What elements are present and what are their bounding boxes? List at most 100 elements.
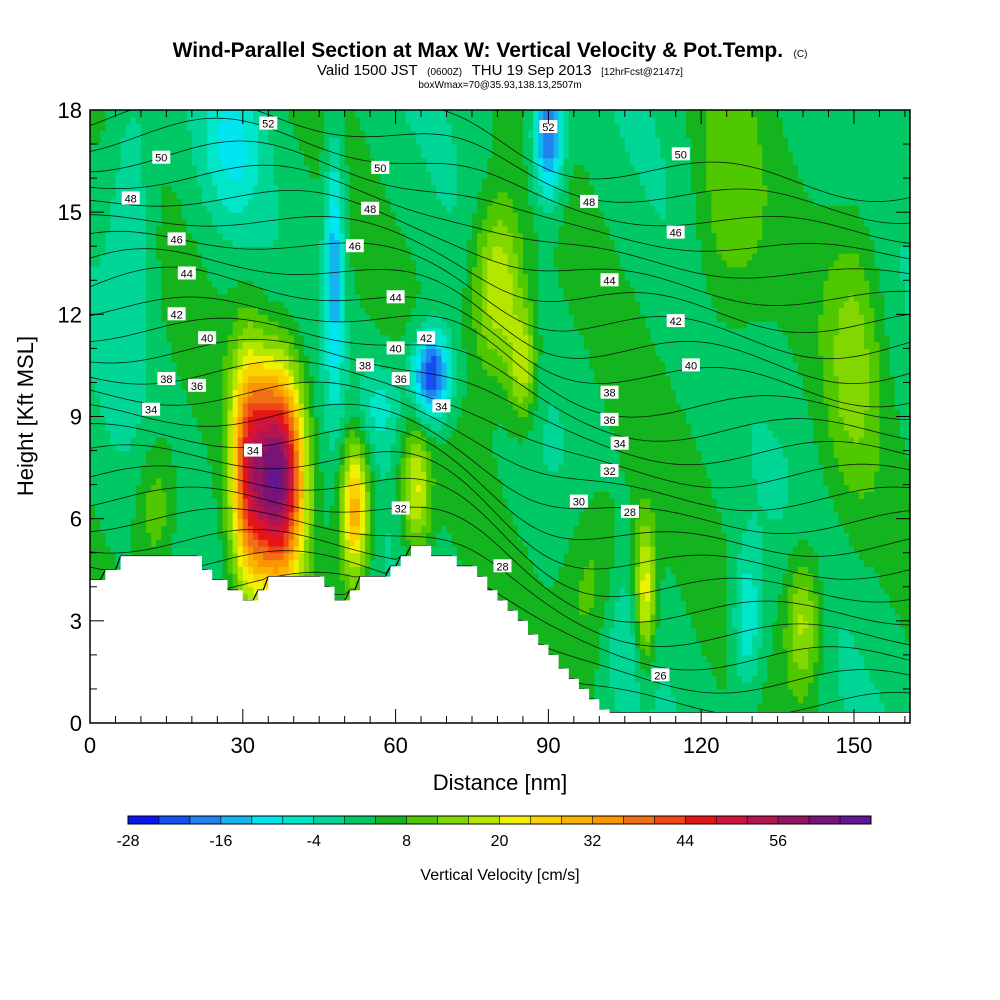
w-cell bbox=[660, 702, 667, 710]
w-cell bbox=[747, 641, 753, 649]
w-cell bbox=[95, 539, 101, 547]
w-cell bbox=[619, 675, 626, 683]
w-cell bbox=[828, 641, 835, 649]
w-cell bbox=[741, 573, 748, 581]
w-cell bbox=[533, 607, 539, 615]
w-cell bbox=[548, 573, 555, 581]
w-cell bbox=[589, 648, 595, 656]
w-cell bbox=[869, 627, 875, 636]
w-cell bbox=[349, 532, 356, 540]
w-cell bbox=[594, 648, 600, 656]
w-cell bbox=[497, 586, 504, 595]
w-cell bbox=[614, 702, 621, 710]
w-cell bbox=[757, 661, 763, 670]
w-cell bbox=[869, 607, 875, 615]
w-cell bbox=[853, 593, 860, 601]
w-cell bbox=[792, 648, 799, 656]
w-cell bbox=[747, 579, 753, 588]
w-cell bbox=[685, 539, 692, 547]
w-cell bbox=[548, 620, 555, 629]
w-cell bbox=[650, 627, 656, 636]
w-cell bbox=[736, 579, 743, 588]
w-cell bbox=[843, 586, 850, 595]
w-cell bbox=[741, 511, 748, 520]
w-cell bbox=[528, 566, 534, 574]
w-cell bbox=[731, 579, 738, 588]
w-cell bbox=[736, 525, 743, 533]
w-cell bbox=[848, 525, 855, 533]
w-cell bbox=[874, 614, 881, 622]
w-cell bbox=[767, 566, 774, 574]
w-cell bbox=[390, 539, 397, 547]
w-cell bbox=[747, 614, 753, 622]
w-cell bbox=[288, 511, 295, 520]
w-cell bbox=[349, 511, 356, 520]
w-cell bbox=[90, 539, 96, 547]
w-cell bbox=[767, 654, 774, 663]
w-cell bbox=[303, 518, 310, 527]
w-cell bbox=[838, 545, 845, 554]
w-cell bbox=[853, 682, 860, 690]
w-cell bbox=[599, 675, 606, 683]
w-cell bbox=[273, 545, 280, 554]
w-cell bbox=[894, 627, 901, 636]
w-cell bbox=[528, 600, 534, 608]
w-cell bbox=[584, 614, 590, 622]
w-cell bbox=[604, 559, 611, 567]
w-cell bbox=[767, 641, 774, 649]
w-cell bbox=[736, 641, 743, 649]
w-cell bbox=[609, 573, 616, 581]
w-cell bbox=[787, 634, 794, 642]
w-cell bbox=[344, 566, 351, 574]
w-cell bbox=[288, 559, 295, 567]
w-cell bbox=[130, 539, 137, 547]
w-cell bbox=[578, 614, 585, 622]
w-cell bbox=[696, 675, 702, 683]
w-cell bbox=[726, 648, 733, 656]
w-cell bbox=[278, 552, 285, 561]
w-cell bbox=[777, 654, 784, 663]
w-cell bbox=[640, 702, 646, 710]
w-cell bbox=[823, 702, 830, 710]
w-cell bbox=[400, 511, 407, 520]
w-cell bbox=[864, 579, 870, 588]
w-cell bbox=[548, 634, 555, 642]
w-cell bbox=[833, 627, 840, 636]
w-cell bbox=[130, 532, 137, 540]
w-cell bbox=[252, 579, 259, 588]
w-cell bbox=[227, 525, 234, 533]
w-cell bbox=[589, 682, 595, 690]
w-cell bbox=[747, 539, 753, 547]
w-cell bbox=[563, 661, 570, 670]
w-cell bbox=[813, 518, 819, 527]
w-cell bbox=[731, 559, 738, 567]
w-cell bbox=[716, 607, 723, 615]
w-cell bbox=[696, 525, 702, 533]
w-cell bbox=[533, 532, 539, 540]
w-cell bbox=[604, 518, 611, 527]
w-cell bbox=[594, 586, 600, 595]
w-cell bbox=[553, 532, 560, 540]
w-cell bbox=[151, 532, 157, 540]
w-cell bbox=[543, 573, 549, 581]
w-cell bbox=[252, 552, 259, 561]
w-cell bbox=[838, 661, 845, 670]
w-cell bbox=[400, 518, 407, 527]
w-cell bbox=[446, 525, 453, 533]
w-cell bbox=[573, 661, 580, 670]
w-cell bbox=[762, 586, 768, 595]
w-cell bbox=[100, 518, 106, 527]
w-cell bbox=[899, 539, 906, 547]
w-cell bbox=[665, 641, 672, 649]
w-cell bbox=[813, 682, 819, 690]
w-cell bbox=[293, 552, 300, 561]
w-cell bbox=[848, 682, 855, 690]
w-cell bbox=[690, 573, 697, 581]
w-cell bbox=[543, 525, 549, 533]
w-cell bbox=[309, 525, 315, 533]
w-cell bbox=[568, 600, 575, 608]
w-cell bbox=[803, 566, 809, 574]
w-cell bbox=[584, 675, 590, 683]
w-cell bbox=[594, 614, 600, 622]
w-cell bbox=[324, 573, 330, 581]
